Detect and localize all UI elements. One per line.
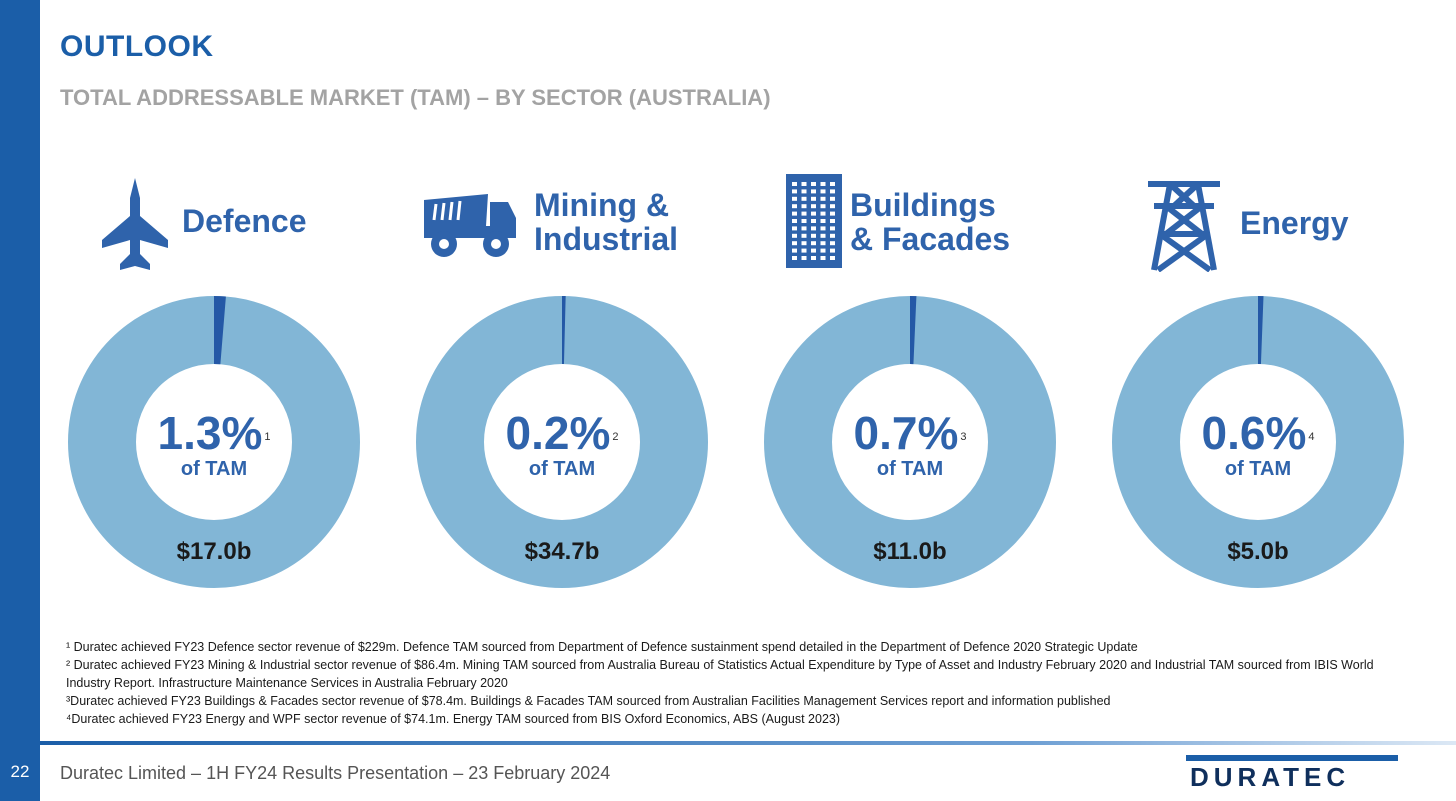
fighter-jet-icon [102,178,168,270]
tam-value-buildings: $11.0b [873,538,947,565]
sector-name: Mining & Industrial [534,187,679,257]
sector-header-mining: Mining & Industrial [422,176,712,286]
of-tam-label: of TAM [1224,458,1292,480]
donut-chart-defence [68,296,360,588]
footnote-marker: 1 [264,431,271,443]
share-slice [214,296,226,365]
building-icon [786,174,842,268]
center-label-energy: 0.6% 4 of TAM [1178,410,1338,480]
left-accent-bar [0,0,40,801]
sector-name: Energy [1240,205,1349,241]
share-percent: 1.3% [157,407,263,459]
donut-chart-mining [416,296,708,588]
footnotes: ¹ Duratec achieved FY23 Defence sector r… [66,638,1386,728]
footnote-marker: 3 [960,431,967,443]
footnote-marker: 2 [612,431,619,443]
share-slice [1258,296,1264,365]
tam-value-energy: $5.0b [1227,538,1289,565]
tam-value-defence: $17.0b [176,538,252,565]
share-percent: 0.7% [853,407,959,459]
sector-name: Defence [182,203,307,239]
center-label-buildings: 0.7% 3 of TAM [830,410,990,480]
of-tam-label: of TAM [528,458,596,480]
sector-header-buildings: Buildings & Facades [786,174,1036,284]
share-slice [910,296,917,365]
footnote-1: ¹ Duratec achieved FY23 Defence sector r… [66,640,1138,654]
duratec-logo: DURATEC [1186,755,1398,789]
share-slice [562,296,566,365]
transmission-tower-icon [1148,181,1220,272]
logo-text: DURATEC [1190,762,1350,789]
footnote-3: ³Duratec achieved FY23 Buildings & Facad… [66,694,1111,708]
dump-truck-icon [424,194,516,257]
sector-header-defence: Defence [100,176,340,286]
footnote-marker: 4 [1308,431,1315,443]
page-subtitle: TOTAL ADDRESSABLE MARKET (TAM) – BY SECT… [60,85,771,110]
footer-divider [40,741,1456,745]
sector-name: Buildings & Facades [850,187,1011,257]
donut-chart-energy [1112,296,1404,588]
donut-chart-buildings [764,296,1056,588]
center-label-defence: 1.3% 1 of TAM [134,410,294,480]
share-percent: 0.6% [1201,407,1307,459]
sector-header-energy: Energy [1144,178,1364,288]
tam-value-mining: $34.7b [524,538,600,565]
footer-text: Duratec Limited – 1H FY24 Results Presen… [60,763,611,783]
footnote-2: ² Duratec achieved FY23 Mining & Industr… [66,658,1374,690]
of-tam-label: of TAM [180,458,248,480]
of-tam-label: of TAM [876,458,944,480]
center-label-mining: 0.2% 2 of TAM [482,410,642,480]
share-percent: 0.2% [505,407,611,459]
page-title: OUTLOOK [60,30,214,63]
page-number: 22 [10,762,30,781]
footnote-4: ⁴Duratec achieved FY23 Energy and WPF se… [66,712,841,726]
